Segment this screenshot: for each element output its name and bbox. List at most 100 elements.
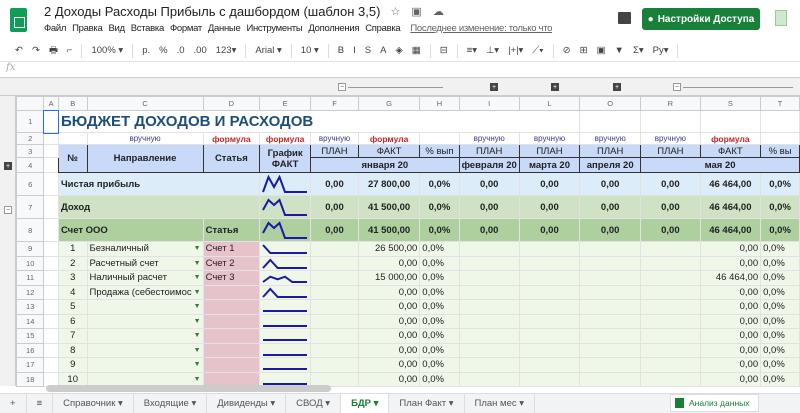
value-cell[interactable]: 41 500,00 <box>357 195 421 219</box>
value-cell[interactable]: 0,0% <box>419 218 460 242</box>
item-number[interactable]: 10 <box>57 371 88 387</box>
article-cell[interactable] <box>202 371 261 387</box>
cell[interactable] <box>579 313 642 329</box>
dropdown-arrow-icon[interactable]: ▼ <box>193 259 201 267</box>
toolbar-button[interactable]: ◈ <box>395 45 403 56</box>
toolbar-button[interactable]: ↶ <box>15 45 23 56</box>
toolbar-button[interactable]: ↷ <box>31 45 40 56</box>
toolbar-button[interactable]: .00 <box>193 45 207 56</box>
fact-value[interactable]: 0,00 <box>357 255 421 271</box>
article-cell[interactable] <box>202 284 261 300</box>
month-header[interactable]: апреля 20 <box>579 157 642 173</box>
cell[interactable] <box>43 218 59 242</box>
header-plan[interactable]: ПЛАН <box>310 144 359 158</box>
dropdown-arrow-icon[interactable]: ▼ <box>193 288 201 296</box>
column-header[interactable]: L <box>518 96 581 111</box>
header-num[interactable]: № <box>57 144 88 173</box>
cell[interactable] <box>310 270 359 286</box>
toolbar-button[interactable]: ⌐ <box>66 45 73 56</box>
menu-item[interactable]: Данные <box>207 23 241 34</box>
cell[interactable] <box>310 241 359 257</box>
value-cell[interactable]: 0,0% <box>419 195 460 219</box>
expand-row-group-icon[interactable]: + <box>4 162 12 170</box>
cell[interactable] <box>458 313 520 329</box>
fact-value[interactable]: 0,00 <box>699 255 762 271</box>
sheet-tab[interactable]: План мес ▾ <box>465 394 536 413</box>
pct-value[interactable]: 0,0% <box>419 299 460 315</box>
cell[interactable] <box>310 299 359 315</box>
column-header[interactable]: C <box>86 96 204 111</box>
cell[interactable] <box>43 241 59 257</box>
toolbar-button[interactable]: ⊟ <box>439 45 448 56</box>
collapse-group-icon[interactable]: − <box>338 83 346 91</box>
cell[interactable] <box>518 255 581 271</box>
formula-bar[interactable]: fx <box>0 62 800 78</box>
value-cell[interactable]: 0,00 <box>579 218 642 242</box>
sheet-tab[interactable]: СВОД ▾ <box>286 394 342 413</box>
sparkline-cell[interactable] <box>259 299 312 315</box>
row-header[interactable]: 18 <box>15 371 45 387</box>
value-cell[interactable]: 46 464,00 <box>699 195 762 219</box>
cell[interactable] <box>458 241 520 257</box>
cell[interactable] <box>43 357 59 373</box>
pct-value[interactable]: 0,0% <box>419 371 460 387</box>
fact-value[interactable]: 0,00 <box>699 241 762 257</box>
item-number[interactable]: 5 <box>57 299 88 315</box>
direction-dropdown[interactable]: Продажа (себестоимос ▼ <box>86 284 204 300</box>
cell[interactable] <box>640 342 701 358</box>
dropdown-arrow-icon[interactable]: ▼ <box>193 361 201 369</box>
month-header[interactable]: мая 20 <box>640 157 800 173</box>
toolbar-button[interactable]: % <box>159 45 168 56</box>
menu-item[interactable]: Формат <box>169 23 202 34</box>
value-cell[interactable]: 0,00 <box>458 172 520 196</box>
sparkline-cell[interactable] <box>259 195 312 219</box>
row-header[interactable]: 15 <box>15 328 45 344</box>
header-plan[interactable]: ПЛАН <box>518 144 581 158</box>
dropdown-arrow-icon[interactable]: ▼ <box>193 303 201 311</box>
header-plan[interactable]: ПЛАН <box>640 144 701 158</box>
article-cell[interactable]: Счет 1 <box>202 241 261 257</box>
pct-value[interactable]: 0,0% <box>760 241 800 257</box>
select-all-corner[interactable] <box>15 96 45 111</box>
cell[interactable] <box>518 342 581 358</box>
toolbar-button[interactable]: ⟋▾ <box>532 45 544 56</box>
column-header[interactable]: H <box>419 96 460 111</box>
cell[interactable] <box>458 342 520 358</box>
month-header[interactable]: февраля 20 <box>458 157 520 173</box>
toolbar-button[interactable]: Arial ▾ <box>255 45 282 56</box>
value-cell[interactable]: 0,00 <box>310 195 359 219</box>
row-header[interactable]: 16 <box>15 342 45 358</box>
header-plan[interactable]: ПЛАН <box>579 144 642 158</box>
selected-cell[interactable] <box>42 109 60 134</box>
value-cell[interactable]: 41 500,00 <box>357 218 421 242</box>
cell[interactable] <box>518 357 581 373</box>
menu-item[interactable]: Вставка <box>130 23 165 34</box>
sparkline-cell[interactable] <box>259 241 312 257</box>
value-cell[interactable]: 0,00 <box>579 195 642 219</box>
direction-dropdown[interactable]: Наличный расчет ▼ <box>86 270 204 286</box>
column-header[interactable]: O <box>579 96 642 111</box>
header-fact[interactable]: ФАКТ <box>357 144 421 158</box>
cell[interactable] <box>310 313 359 329</box>
column-header[interactable]: G <box>357 96 421 111</box>
cell[interactable] <box>579 270 642 286</box>
pct-value[interactable]: 0,0% <box>419 342 460 358</box>
pct-value[interactable]: 0,0% <box>760 255 800 271</box>
dropdown-arrow-icon[interactable]: ▼ <box>193 346 201 354</box>
pct-value[interactable]: 0,0% <box>419 241 460 257</box>
value-cell[interactable]: 0,0% <box>760 195 800 219</box>
toolbar-button[interactable]: 10 ▾ <box>300 45 319 56</box>
pct-value[interactable]: 0,0% <box>419 255 460 271</box>
value-cell[interactable]: 0,00 <box>518 218 581 242</box>
article-cell[interactable]: Счет 3 <box>202 270 261 286</box>
toolbar-button[interactable]: ▦ <box>411 45 421 56</box>
pct-value[interactable]: 0,0% <box>760 371 800 387</box>
cell[interactable] <box>43 299 59 315</box>
explore-button[interactable]: Анализ данных <box>670 394 759 412</box>
fact-value[interactable]: 15 000,00 <box>357 270 421 286</box>
toolbar-button[interactable]: B <box>337 45 345 56</box>
cell[interactable] <box>640 110 701 133</box>
menu-item[interactable]: Правка <box>72 23 103 34</box>
fact-value[interactable]: 0,00 <box>357 371 421 387</box>
toolbar-button[interactable]: ≡▾ <box>466 45 478 56</box>
